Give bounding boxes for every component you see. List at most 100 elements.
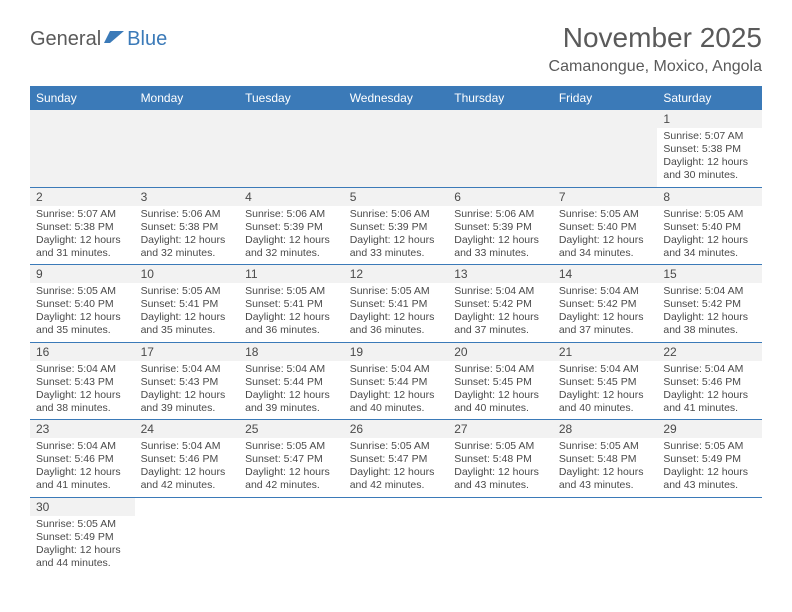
calendar-week-row: 30Sunrise: 5:05 AMSunset: 5:49 PMDayligh… [30,497,762,574]
sunset-text: Sunset: 5:44 PM [350,376,443,389]
calendar-cell: 13Sunrise: 5:04 AMSunset: 5:42 PMDayligh… [448,265,553,343]
sunset-text: Sunset: 5:41 PM [245,298,338,311]
title-block: November 2025 Camanongue, Moxico, Angola [549,22,762,76]
calendar-cell [657,497,762,574]
calendar-cell: 26Sunrise: 5:05 AMSunset: 5:47 PMDayligh… [344,420,449,498]
day-header: Saturday [657,86,762,110]
day-number: 12 [344,265,449,283]
day-details: Sunrise: 5:04 AMSunset: 5:46 PMDaylight:… [657,361,762,416]
sunset-text: Sunset: 5:49 PM [663,453,756,466]
day-number: 6 [448,188,553,206]
sunrise-text: Sunrise: 5:04 AM [36,363,129,376]
day-details: Sunrise: 5:04 AMSunset: 5:44 PMDaylight:… [344,361,449,416]
sunrise-text: Sunrise: 5:05 AM [36,518,129,531]
daylight-text: Daylight: 12 hours and 32 minutes. [141,234,234,260]
sunset-text: Sunset: 5:49 PM [36,531,129,544]
month-title: November 2025 [549,22,762,54]
sunrise-text: Sunrise: 5:07 AM [663,130,756,143]
daylight-text: Daylight: 12 hours and 42 minutes. [141,466,234,492]
sunset-text: Sunset: 5:38 PM [663,143,756,156]
day-number: 10 [135,265,240,283]
sunrise-text: Sunrise: 5:06 AM [454,208,547,221]
sunset-text: Sunset: 5:42 PM [663,298,756,311]
calendar-cell: 18Sunrise: 5:04 AMSunset: 5:44 PMDayligh… [239,342,344,420]
logo-text-blue: Blue [127,28,167,51]
sunset-text: Sunset: 5:48 PM [454,453,547,466]
sunrise-text: Sunrise: 5:04 AM [245,363,338,376]
calendar-cell [239,110,344,187]
sunrise-text: Sunrise: 5:04 AM [141,363,234,376]
sunrise-text: Sunrise: 5:05 AM [559,440,652,453]
day-details: Sunrise: 5:05 AMSunset: 5:49 PMDaylight:… [657,438,762,493]
day-header: Thursday [448,86,553,110]
logo: General Blue [30,28,167,51]
day-number: 26 [344,420,449,438]
sunrise-text: Sunrise: 5:04 AM [141,440,234,453]
day-number: 18 [239,343,344,361]
sunset-text: Sunset: 5:47 PM [350,453,443,466]
calendar-cell: 10Sunrise: 5:05 AMSunset: 5:41 PMDayligh… [135,265,240,343]
day-details: Sunrise: 5:05 AMSunset: 5:41 PMDaylight:… [239,283,344,338]
daylight-text: Daylight: 12 hours and 43 minutes. [559,466,652,492]
day-header: Sunday [30,86,135,110]
calendar-week-row: 2Sunrise: 5:07 AMSunset: 5:38 PMDaylight… [30,187,762,265]
sunrise-text: Sunrise: 5:04 AM [663,363,756,376]
day-number: 2 [30,188,135,206]
daylight-text: Daylight: 12 hours and 37 minutes. [559,311,652,337]
day-details: Sunrise: 5:05 AMSunset: 5:40 PMDaylight:… [657,206,762,261]
sunrise-text: Sunrise: 5:05 AM [245,440,338,453]
calendar-cell [30,110,135,187]
sunset-text: Sunset: 5:40 PM [663,221,756,234]
calendar-cell: 20Sunrise: 5:04 AMSunset: 5:45 PMDayligh… [448,342,553,420]
calendar-cell: 30Sunrise: 5:05 AMSunset: 5:49 PMDayligh… [30,497,135,574]
sunrise-text: Sunrise: 5:04 AM [36,440,129,453]
daylight-text: Daylight: 12 hours and 41 minutes. [663,389,756,415]
day-number: 19 [344,343,449,361]
day-details: Sunrise: 5:04 AMSunset: 5:46 PMDaylight:… [135,438,240,493]
daylight-text: Daylight: 12 hours and 41 minutes. [36,466,129,492]
day-number: 5 [344,188,449,206]
daylight-text: Daylight: 12 hours and 43 minutes. [454,466,547,492]
calendar-cell: 16Sunrise: 5:04 AMSunset: 5:43 PMDayligh… [30,342,135,420]
day-details: Sunrise: 5:05 AMSunset: 5:41 PMDaylight:… [135,283,240,338]
calendar-cell [553,110,658,187]
day-header: Friday [553,86,658,110]
day-number: 7 [553,188,658,206]
sunset-text: Sunset: 5:40 PM [36,298,129,311]
calendar-cell [344,110,449,187]
day-header-row: Sunday Monday Tuesday Wednesday Thursday… [30,86,762,110]
sunrise-text: Sunrise: 5:04 AM [559,285,652,298]
sunset-text: Sunset: 5:39 PM [454,221,547,234]
day-details: Sunrise: 5:05 AMSunset: 5:40 PMDaylight:… [30,283,135,338]
day-details: Sunrise: 5:05 AMSunset: 5:47 PMDaylight:… [344,438,449,493]
day-details: Sunrise: 5:04 AMSunset: 5:45 PMDaylight:… [448,361,553,416]
day-number: 1 [657,110,762,128]
calendar-cell: 25Sunrise: 5:05 AMSunset: 5:47 PMDayligh… [239,420,344,498]
sunset-text: Sunset: 5:45 PM [454,376,547,389]
calendar-cell [448,110,553,187]
day-details: Sunrise: 5:04 AMSunset: 5:42 PMDaylight:… [553,283,658,338]
calendar-cell: 7Sunrise: 5:05 AMSunset: 5:40 PMDaylight… [553,187,658,265]
sunrise-text: Sunrise: 5:05 AM [350,285,443,298]
sunrise-text: Sunrise: 5:05 AM [663,208,756,221]
daylight-text: Daylight: 12 hours and 40 minutes. [454,389,547,415]
daylight-text: Daylight: 12 hours and 40 minutes. [350,389,443,415]
sunset-text: Sunset: 5:46 PM [36,453,129,466]
day-number: 28 [553,420,658,438]
daylight-text: Daylight: 12 hours and 42 minutes. [350,466,443,492]
day-details: Sunrise: 5:06 AMSunset: 5:38 PMDaylight:… [135,206,240,261]
daylight-text: Daylight: 12 hours and 32 minutes. [245,234,338,260]
daylight-text: Daylight: 12 hours and 33 minutes. [350,234,443,260]
calendar-cell: 9Sunrise: 5:05 AMSunset: 5:40 PMDaylight… [30,265,135,343]
calendar-cell: 22Sunrise: 5:04 AMSunset: 5:46 PMDayligh… [657,342,762,420]
daylight-text: Daylight: 12 hours and 35 minutes. [141,311,234,337]
calendar-cell [553,497,658,574]
day-details: Sunrise: 5:05 AMSunset: 5:48 PMDaylight:… [553,438,658,493]
sunset-text: Sunset: 5:43 PM [141,376,234,389]
day-number: 8 [657,188,762,206]
sunrise-text: Sunrise: 5:04 AM [454,285,547,298]
calendar-cell: 28Sunrise: 5:05 AMSunset: 5:48 PMDayligh… [553,420,658,498]
sunset-text: Sunset: 5:39 PM [245,221,338,234]
sunset-text: Sunset: 5:47 PM [245,453,338,466]
daylight-text: Daylight: 12 hours and 39 minutes. [141,389,234,415]
